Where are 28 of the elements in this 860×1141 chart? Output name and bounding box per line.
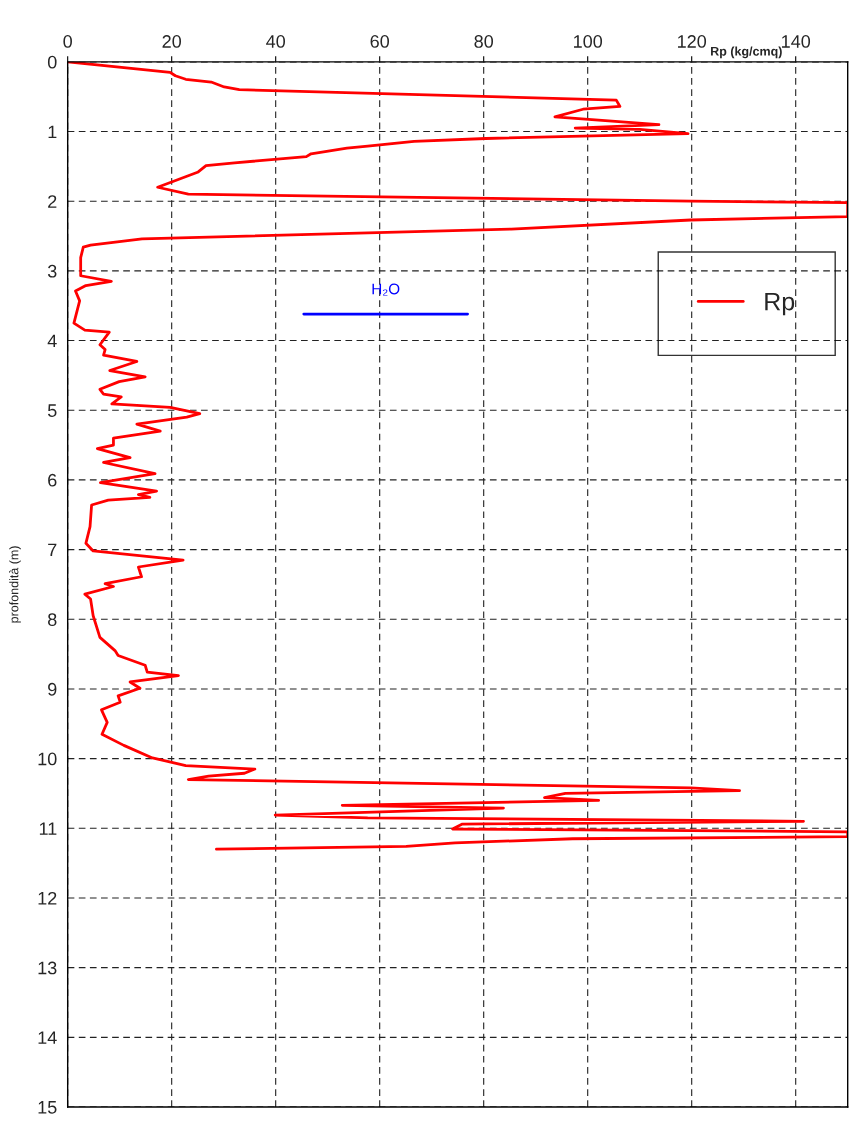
x-tick-label: 120 — [678, 35, 707, 48]
y-tick-label: 3 — [47, 264, 57, 278]
y-tick-label: 8 — [48, 613, 57, 626]
x-tick-label: 140 — [782, 35, 811, 48]
x-tick-label: 100 — [574, 35, 603, 48]
y-tick-label: 0 — [47, 55, 57, 69]
x-tick-label: 40 — [266, 35, 286, 48]
y-tick-label: 12 — [38, 891, 57, 905]
y-tick-label: 14 — [38, 1031, 57, 1044]
y-tick-label: 6 — [48, 473, 57, 487]
y-tick-label: 1 — [48, 125, 57, 139]
x-tick-label: 80 — [474, 35, 494, 48]
y-tick-label: 13 — [38, 961, 57, 975]
series-label: H₂O — [372, 283, 400, 296]
y-axis-title: profondità (m) — [9, 546, 21, 623]
legend-label: Rp — [765, 292, 795, 316]
y-tick-label: 2 — [48, 195, 57, 208]
y-tick-label: 7 — [48, 543, 57, 557]
y-tick-label: 5 — [47, 404, 57, 417]
y-tick-label: 11 — [39, 822, 57, 835]
x-tick-label: 20 — [162, 35, 182, 48]
y-tick-label: 10 — [38, 752, 57, 766]
x-tick-label: 60 — [370, 35, 390, 48]
y-tick-label: 15 — [38, 1101, 57, 1114]
y-tick-label: 4 — [47, 334, 57, 348]
y-tick-label: 9 — [48, 682, 57, 696]
x-axis-title: Rp (kg/cmq) — [711, 46, 782, 59]
x-tick-label: 0 — [63, 35, 72, 48]
